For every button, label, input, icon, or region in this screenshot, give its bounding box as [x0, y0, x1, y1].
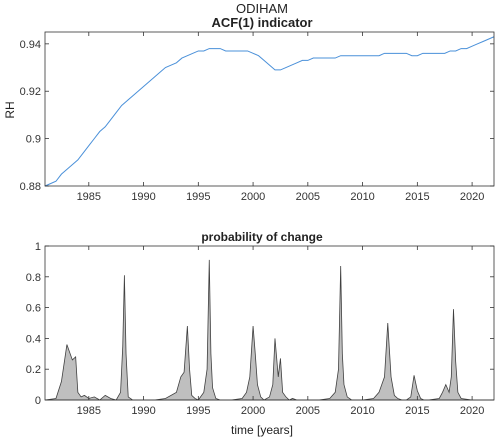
x-tick-label: 2010 — [350, 405, 374, 417]
y-tick-label: 1 — [35, 241, 41, 253]
x-tick-label: 1985 — [77, 405, 101, 417]
y-tick-label: 0.4 — [26, 333, 41, 345]
bottom-chart-panel: 1985 1990 1995 2000 2005 2010 2015 2020 0 0.2 0.4 0… — [26, 241, 495, 417]
x-tick-label: 1990 — [131, 405, 155, 417]
y-tick-label: 0.92 — [20, 86, 41, 98]
axes-frame — [44, 245, 495, 401]
bottom-chart-title: probability of change — [201, 230, 323, 244]
x-tick-label: 2000 — [241, 191, 265, 203]
x-tick-label: 1995 — [186, 405, 210, 417]
x-tick-label: 2000 — [241, 405, 265, 417]
y-tick-label: 0 — [35, 395, 41, 407]
top-chart-title: ACF(1) indicator — [211, 15, 312, 30]
x-tick-label: 2005 — [296, 191, 320, 203]
bottom-x-axis-label: time [years] — [231, 423, 293, 437]
x-tick-label: 1985 — [77, 191, 101, 203]
x-tick-label: 2015 — [405, 405, 429, 417]
x-tick-label: 1995 — [186, 191, 210, 203]
y-tick-label: 0.9 — [26, 134, 41, 146]
x-tick-label: 2020 — [460, 191, 484, 203]
y-tick-label: 0.8 — [26, 272, 41, 284]
axes-frame — [44, 31, 495, 187]
station-title: ODIHAM — [236, 1, 288, 16]
top-chart-panel: 1985 1990 1995 2000 2005 2010 2015 2020 0.88 0.9 0… — [20, 31, 495, 203]
y-tick-label: 0.94 — [20, 39, 41, 51]
x-tick-label: 1990 — [131, 191, 155, 203]
y-tick-label: 0.88 — [20, 181, 41, 193]
x-tick-label: 2015 — [405, 191, 429, 203]
y-tick-label: 0.6 — [26, 303, 41, 315]
top-y-axis-label: RH — [3, 101, 17, 118]
x-tick-label: 2020 — [460, 405, 484, 417]
x-tick-label: 2005 — [296, 405, 320, 417]
probability-area — [44, 259, 494, 401]
acf-line — [44, 36, 495, 187]
x-tick-label: 2010 — [350, 191, 374, 203]
y-tick-label: 0.2 — [26, 364, 41, 376]
